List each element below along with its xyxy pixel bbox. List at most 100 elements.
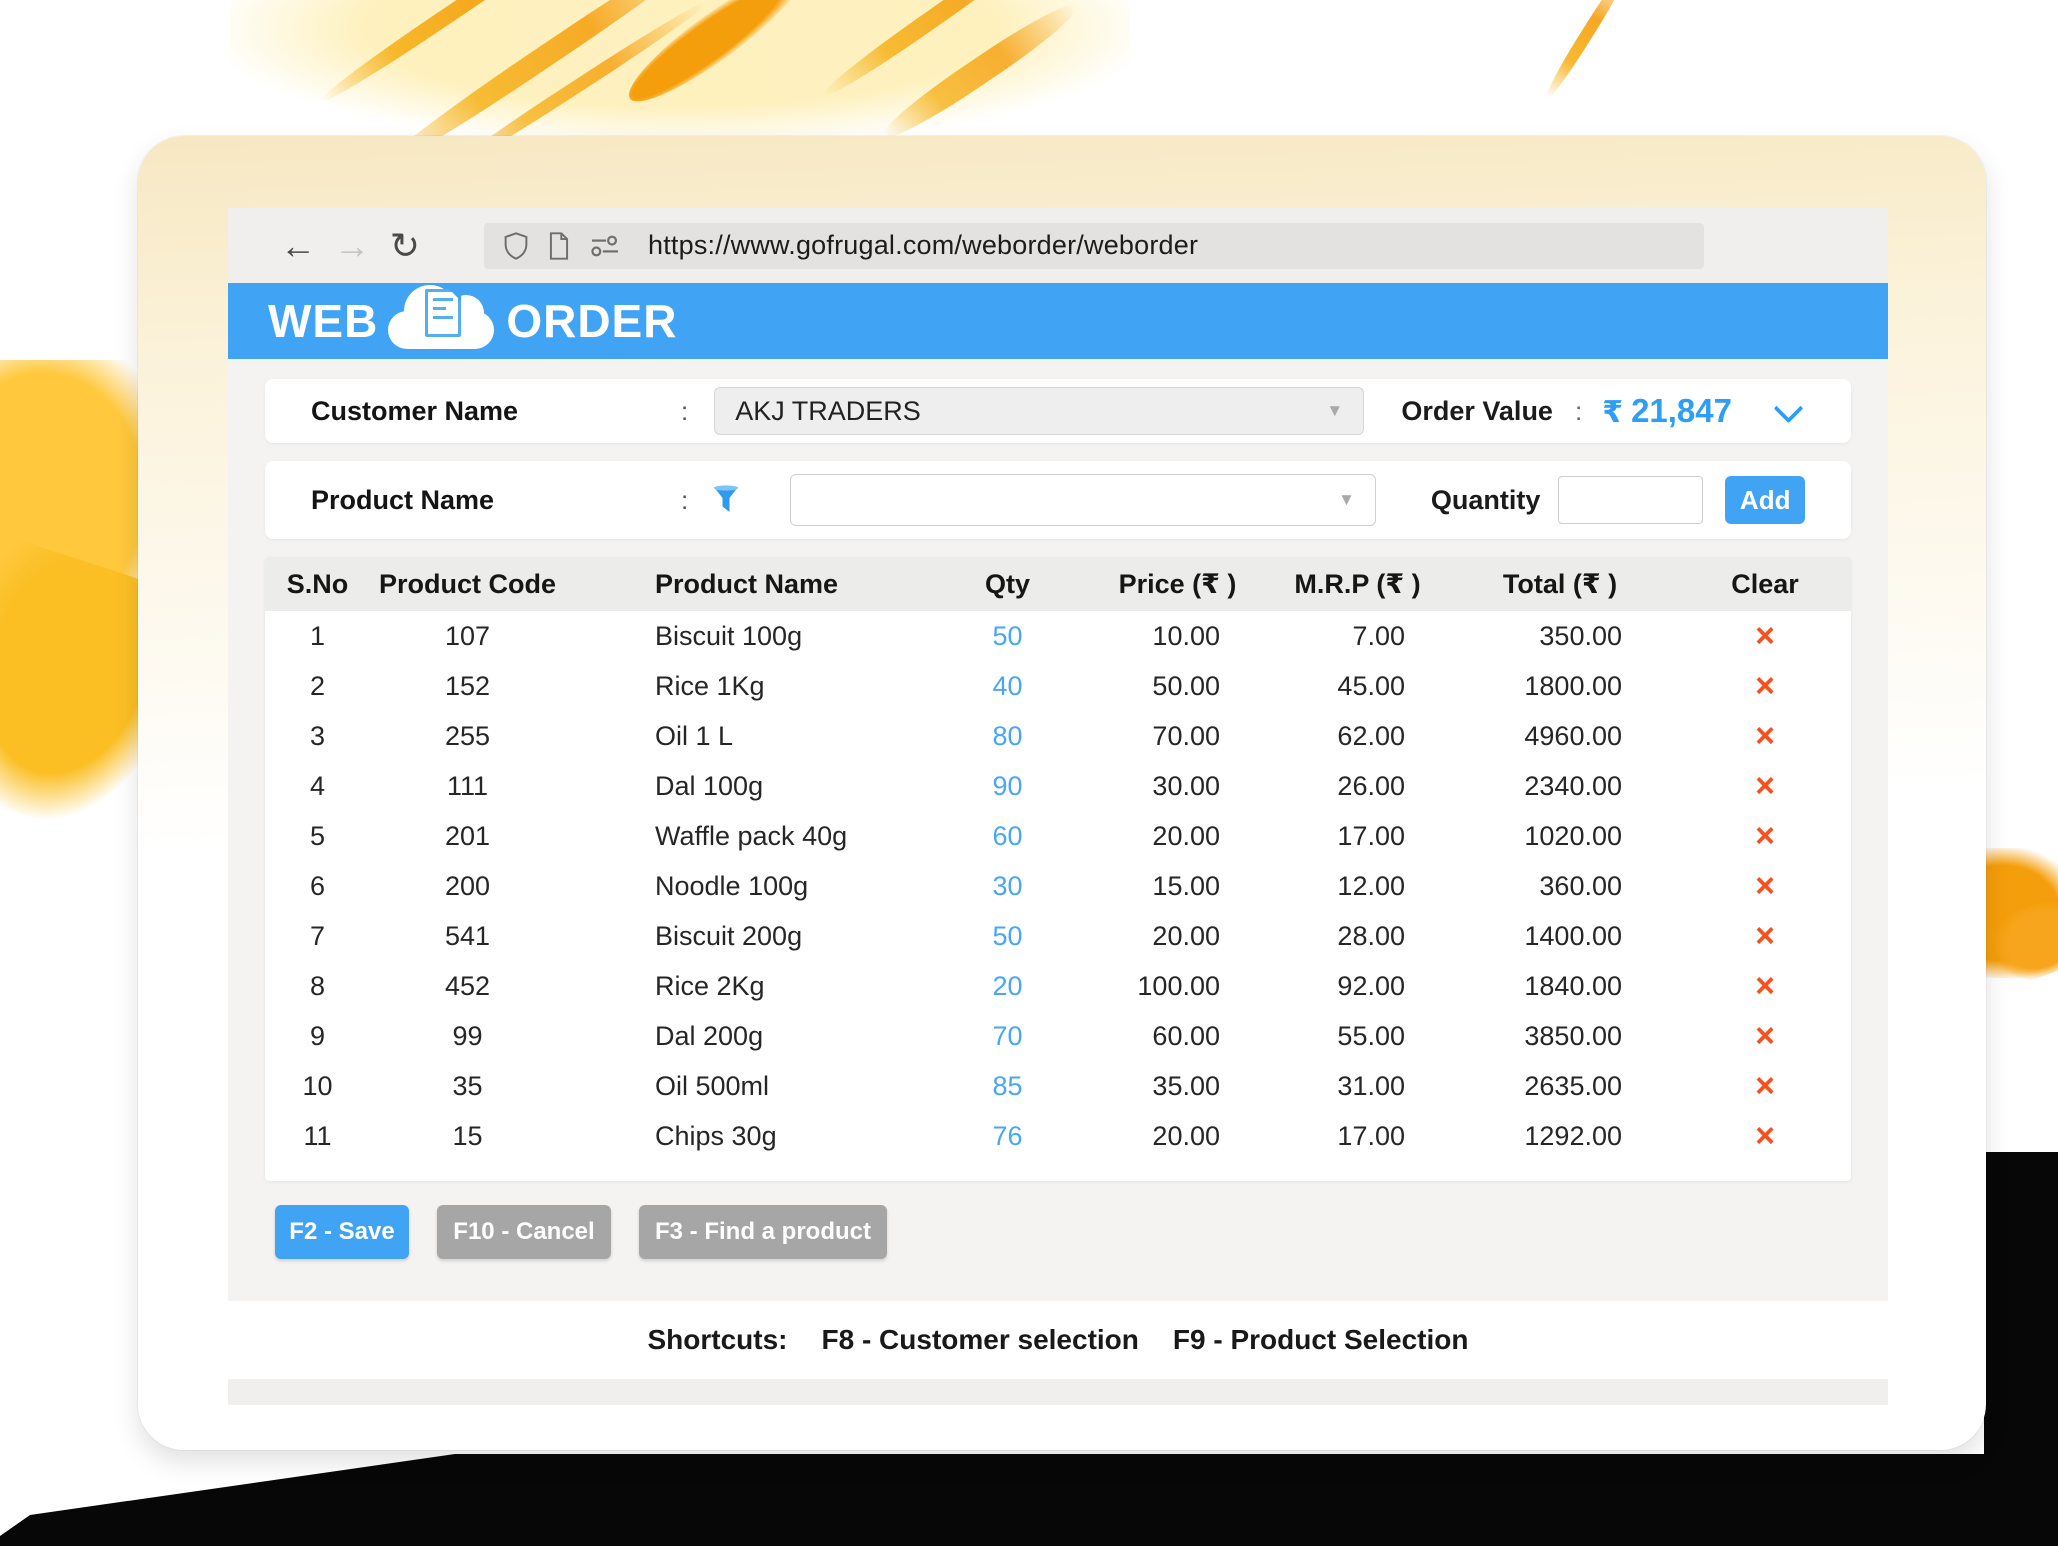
cancel-button[interactable]: F10 - Cancel — [437, 1205, 611, 1259]
weborder-logo: WEB ORDER — [268, 285, 678, 353]
cell-code: 99 — [452, 1021, 483, 1051]
clear-row-icon[interactable]: × — [1755, 667, 1775, 705]
order-value-amount: ₹ 21,847 — [1602, 392, 1732, 430]
clear-row-icon[interactable]: × — [1755, 767, 1775, 805]
product-dropdown[interactable]: ▼ — [790, 474, 1376, 526]
cell-qty[interactable]: 30 — [992, 871, 1023, 901]
filter-icon[interactable] — [712, 485, 740, 515]
clear-row-icon[interactable]: × — [1755, 917, 1775, 955]
save-button[interactable]: F2 - Save — [275, 1205, 409, 1259]
customer-name-label: Customer Name — [311, 395, 519, 426]
header-clear: Clear — [1731, 569, 1799, 599]
cell-mrp: 26.00 — [1337, 771, 1405, 801]
cell-name: Chips 30g — [655, 1121, 777, 1151]
clear-row-icon[interactable]: × — [1755, 817, 1775, 855]
back-icon[interactable]: ← — [280, 224, 316, 266]
cell-qty[interactable]: 20 — [992, 971, 1023, 1001]
cell-qty[interactable]: 80 — [992, 721, 1023, 751]
clear-row-icon[interactable]: × — [1755, 1117, 1775, 1155]
clear-row-icon[interactable]: × — [1755, 1017, 1775, 1055]
cell-qty[interactable]: 76 — [992, 1121, 1023, 1151]
reload-icon[interactable]: ↻ — [389, 224, 421, 266]
clear-row-icon[interactable]: × — [1755, 967, 1775, 1005]
cell-qty[interactable]: 90 — [992, 771, 1023, 801]
find-product-button[interactable]: F3 - Find a product — [639, 1205, 887, 1259]
tablet-mockup-frame: ← → ↻ ht — [138, 136, 1986, 1450]
table-row: 11 15 Chips 30g 76 20.00 17.00 1292.00 × — [265, 1111, 1851, 1161]
cell-mrp: 55.00 — [1337, 1021, 1405, 1051]
cell-sno: 4 — [309, 771, 326, 801]
cell-qty[interactable]: 60 — [992, 821, 1023, 851]
cell-qty[interactable]: 70 — [992, 1021, 1023, 1051]
chevron-down-icon[interactable] — [1773, 393, 1804, 423]
cell-clear: × — [1670, 861, 1860, 911]
rupee-symbol: ₹ — [1602, 396, 1624, 429]
cell-sno: 10 — [302, 1071, 333, 1101]
clear-row-icon[interactable]: × — [1755, 717, 1775, 755]
separator: : — [1574, 395, 1583, 426]
customer-dropdown[interactable]: AKJ TRADERS ▼ — [714, 387, 1365, 435]
cell-qty[interactable]: 50 — [992, 921, 1023, 951]
table-row: 9 99 Dal 200g 70 60.00 55.00 3850.00 × — [265, 1011, 1851, 1061]
cell-price: 60.00 — [1152, 1021, 1220, 1051]
cloud-document-icon — [386, 285, 498, 353]
cell-mrp: 17.00 — [1337, 821, 1405, 851]
cell-name: Waffle pack 40g — [655, 821, 848, 851]
caret-down-icon: ▼ — [1338, 490, 1355, 509]
shield-icon — [504, 231, 528, 260]
cell-total: 1800.00 — [1524, 671, 1622, 701]
shortcut-customer-selection: F8 - Customer selection — [821, 1324, 1139, 1355]
cell-sno: 8 — [309, 971, 326, 1001]
quantity-input[interactable] — [1558, 476, 1704, 524]
address-bar[interactable]: https://www.gofrugal.com/weborder/webord… — [484, 222, 1704, 269]
cell-name: Dal 200g — [655, 1021, 764, 1051]
cell-name: Dal 100g — [655, 771, 764, 801]
logo-text-order: ORDER — [506, 295, 678, 347]
cell-code: 541 — [444, 921, 491, 951]
clear-row-icon[interactable]: × — [1755, 867, 1775, 905]
cell-clear: × — [1670, 661, 1860, 711]
cell-qty[interactable]: 85 — [992, 1071, 1023, 1101]
table-row: 8 452 Rice 2Kg 20 100.00 92.00 1840.00 × — [265, 961, 1851, 1011]
cell-mrp: 7.00 — [1352, 621, 1405, 651]
table-row: 2 152 Rice 1Kg 40 50.00 45.00 1800.00 × — [265, 661, 1851, 711]
cell-code: 200 — [444, 871, 491, 901]
cell-total: 1400.00 — [1524, 921, 1622, 951]
cell-name: Oil 1 L — [655, 721, 734, 751]
cell-name: Rice 1Kg — [655, 671, 765, 701]
cell-sno: 6 — [309, 871, 326, 901]
site-settings-icon — [591, 235, 618, 256]
cell-mrp: 17.00 — [1337, 1121, 1405, 1151]
paint-blob-decoration — [1985, 891, 2058, 989]
url-text[interactable]: https://www.gofrugal.com/weborder/webord… — [648, 230, 1199, 260]
cell-price: 20.00 — [1152, 1121, 1220, 1151]
cell-total: 2635.00 — [1524, 1071, 1622, 1101]
cell-code: 255 — [444, 721, 491, 751]
cell-mrp: 12.00 — [1337, 871, 1405, 901]
cell-sno: 11 — [303, 1121, 332, 1151]
cell-name: Rice 2Kg — [655, 971, 765, 1001]
clear-row-icon[interactable]: × — [1755, 617, 1775, 655]
forward-icon[interactable]: → — [334, 224, 370, 266]
table-row: 7 541 Biscuit 200g 50 20.00 28.00 1400.0… — [265, 911, 1851, 961]
shortcut-product-selection: F9 - Product Selection — [1172, 1324, 1469, 1355]
separator: : — [681, 395, 689, 426]
cell-qty[interactable]: 40 — [992, 671, 1023, 701]
add-button[interactable]: Add — [1725, 476, 1805, 524]
cell-sno: 2 — [309, 671, 326, 701]
cell-code: 15 — [452, 1121, 483, 1151]
clear-row-icon[interactable]: × — [1755, 1067, 1775, 1105]
cell-total: 1840.00 — [1524, 971, 1622, 1001]
cell-sno: 1 — [309, 621, 326, 651]
header-mrp: M.R.P (₹ ) — [1294, 569, 1421, 599]
cell-clear: × — [1670, 1061, 1860, 1111]
cell-total: 2340.00 — [1524, 771, 1622, 801]
cell-total: 360.00 — [1539, 871, 1622, 901]
cell-name: Noodle 100g — [655, 871, 809, 901]
order-value-label: Order Value — [1401, 395, 1553, 426]
cell-qty[interactable]: 50 — [992, 621, 1023, 651]
header-sno: S.No — [286, 569, 349, 599]
cell-clear: × — [1670, 1011, 1860, 1061]
cell-total: 3850.00 — [1524, 1021, 1622, 1051]
